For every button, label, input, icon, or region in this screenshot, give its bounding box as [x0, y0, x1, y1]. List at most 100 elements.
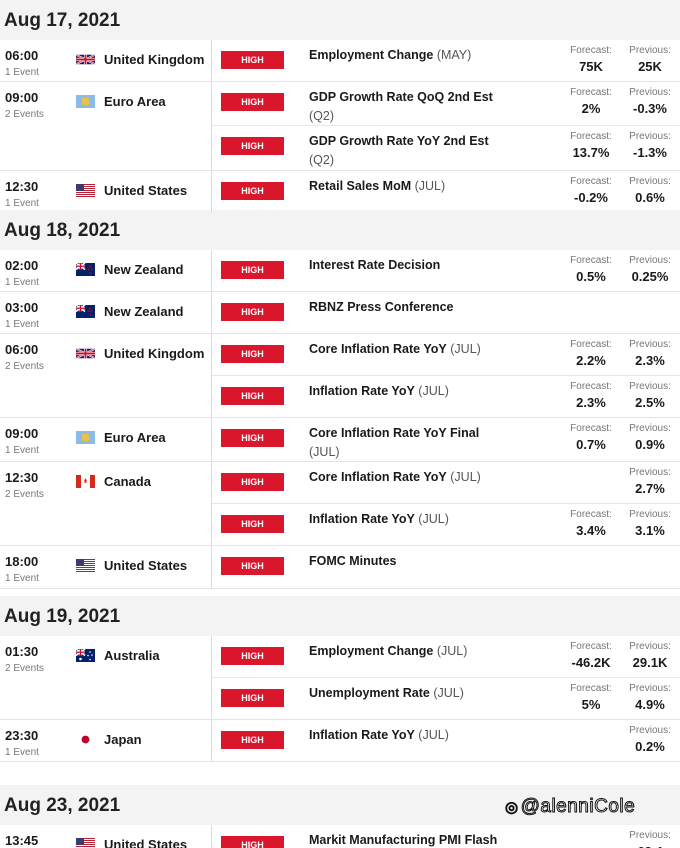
event-title[interactable]: RBNZ Press Conference — [309, 298, 499, 317]
event-row[interactable]: HIGH Inflation Rate YoY (JUL) Forecast: 2.3… — [212, 376, 680, 417]
event-title[interactable]: GDP Growth Rate YoY 2nd Est (Q2) — [309, 132, 499, 170]
event-time: 12:30 — [5, 470, 39, 485]
event-name[interactable]: Employment Change — [309, 644, 434, 658]
event-period: (Q2) — [309, 153, 334, 167]
event-row[interactable]: HIGH RBNZ Press Conference — [212, 292, 680, 333]
event-period: (JUL) — [450, 342, 481, 356]
previous-value: -0.3% — [633, 101, 667, 116]
event-name[interactable]: Retail Sales MoM — [309, 179, 412, 193]
event-name[interactable]: Markit Manufacturing PMI Flash — [309, 833, 498, 847]
event-row[interactable]: HIGH Core Inflation Rate YoY (JUL) Previou… — [212, 462, 680, 504]
previous-value: 2.5% — [635, 395, 665, 410]
event-time: 09:00 — [5, 90, 39, 105]
event-group: 09:00 2 Events Euro Area HIGH GDP Growth Rat… — [0, 82, 680, 171]
event-name[interactable]: Core Inflation Rate YoY Final — [309, 426, 480, 440]
importance-badge: HIGH — [221, 473, 284, 491]
event-title[interactable]: GDP Growth Rate QoQ 2nd Est (Q2) — [309, 88, 499, 126]
event-name[interactable]: Employment Change — [309, 48, 434, 62]
event-time: 06:00 — [5, 342, 39, 357]
forecast-label: Forecast: — [570, 176, 612, 187]
event-list: HIGH GDP Growth Rate QoQ 2nd Est (Q2) Fore… — [212, 82, 680, 170]
country-name[interactable]: Japan — [104, 732, 142, 747]
event-count: 2 Events — [5, 663, 44, 674]
event-name[interactable]: Inflation Rate YoY — [309, 512, 415, 526]
event-title[interactable]: FOMC Minutes — [309, 552, 499, 571]
previous-cell: Previous: 25K — [620, 44, 680, 76]
previous-cell: Previous: 29.1K — [620, 640, 680, 672]
country-name[interactable]: New Zealand — [104, 304, 184, 319]
event-title[interactable]: Core Inflation Rate YoY Final (JUL) — [309, 424, 499, 462]
group-info: 06:00 1 Event United Kingdom — [0, 40, 212, 81]
forecast-cell: Forecast: 3.4% — [560, 508, 622, 540]
event-name[interactable]: RBNZ Press Conference — [309, 300, 454, 314]
event-row[interactable]: HIGH Unemployment Rate (JUL) Forecast: 5% Pr… — [212, 678, 680, 719]
country-name[interactable]: New Zealand — [104, 262, 184, 277]
event-list: HIGH RBNZ Press Conference — [212, 292, 680, 333]
day-section: Aug 17, 2021 06:00 1 Event United Kingdom HI… — [0, 0, 680, 214]
country-name[interactable]: Canada — [104, 474, 151, 489]
day-section: Aug 19, 2021 01:30 2 Events Australia HIGH Em… — [0, 596, 680, 785]
event-row[interactable]: HIGH Retail Sales MoM (JUL) Forecast: -0.2%… — [212, 171, 680, 213]
previous-cell: Previous: 0.6% — [620, 175, 680, 207]
event-title[interactable]: Markit Manufacturing PMI Flash (AUG) — [309, 831, 499, 848]
event-name[interactable]: Inflation Rate YoY — [309, 384, 415, 398]
country-name[interactable]: United States — [104, 558, 188, 573]
forecast-label: Forecast: — [570, 641, 612, 652]
event-name[interactable]: Unemployment Rate — [309, 686, 430, 700]
group-info: 12:30 2 Events Canada — [0, 462, 212, 545]
country-name[interactable]: Euro Area — [104, 94, 166, 109]
event-count: 1 Event — [5, 747, 39, 758]
event-title[interactable]: Employment Change (MAY) — [309, 46, 499, 65]
importance-badge: HIGH — [221, 647, 284, 665]
event-count: 1 Event — [5, 573, 39, 584]
event-title[interactable]: Interest Rate Decision — [309, 256, 499, 275]
event-row[interactable]: HIGH Core Inflation Rate YoY Final (JUL) F… — [212, 418, 680, 461]
event-title[interactable]: Inflation Rate YoY (JUL) — [309, 726, 499, 745]
event-name[interactable]: Core Inflation Rate YoY — [309, 342, 447, 356]
event-title[interactable]: Core Inflation Rate YoY (JUL) — [309, 340, 499, 359]
forecast-value: 0.5% — [576, 269, 606, 284]
event-name[interactable]: Interest Rate Decision — [309, 258, 441, 272]
previous-cell: Previous: -1.3% — [620, 130, 680, 162]
event-name[interactable]: GDP Growth Rate YoY 2nd Est — [309, 134, 489, 148]
country-name[interactable]: United States — [104, 183, 188, 198]
event-row[interactable]: HIGH Employment Change (JUL) Forecast: -46.… — [212, 636, 680, 678]
event-name[interactable]: FOMC Minutes — [309, 554, 397, 568]
previous-value: 0.9% — [635, 437, 665, 452]
country-name[interactable]: United Kingdom — [104, 52, 205, 67]
group-info: 01:30 2 Events Australia — [0, 636, 212, 719]
event-time: 18:00 — [5, 554, 39, 569]
event-title[interactable]: Unemployment Rate (JUL) — [309, 684, 499, 703]
event-title[interactable]: Inflation Rate YoY (JUL) — [309, 382, 499, 401]
previous-label: Previous: — [629, 467, 671, 478]
country-name[interactable]: United Kingdom — [104, 346, 205, 361]
previous-value: -1.3% — [633, 145, 667, 160]
event-row[interactable]: HIGH Interest Rate Decision Forecast: 0.5% P… — [212, 250, 680, 291]
event-count: 2 Events — [5, 109, 44, 120]
event-row[interactable]: HIGH GDP Growth Rate QoQ 2nd Est (Q2) Fore… — [212, 82, 680, 126]
previous-value: 4.9% — [635, 697, 665, 712]
event-row[interactable]: HIGH Inflation Rate YoY (JUL) Previous: 0.2… — [212, 720, 680, 761]
importance-badge: HIGH — [221, 182, 284, 200]
country-name[interactable]: United States — [104, 837, 188, 848]
previous-cell: Previous: 3.1% — [620, 508, 680, 540]
country-name[interactable]: Australia — [104, 648, 160, 663]
event-row[interactable]: HIGH Inflation Rate YoY (JUL) Forecast: 3.4… — [212, 504, 680, 545]
event-title[interactable]: Employment Change (JUL) — [309, 642, 499, 661]
event-name[interactable]: GDP Growth Rate QoQ 2nd Est — [309, 90, 493, 104]
event-title[interactable]: Retail Sales MoM (JUL) — [309, 177, 499, 196]
event-row[interactable]: HIGH Employment Change (MAY) Forecast: 75K P… — [212, 40, 680, 81]
event-group: 12:30 2 Events Canada HIGH Core Inflation Ra… — [0, 462, 680, 546]
event-row[interactable]: HIGH Markit Manufacturing PMI Flash (AUG)… — [212, 825, 680, 848]
event-name[interactable]: Inflation Rate YoY — [309, 728, 415, 742]
importance-badge: HIGH — [221, 345, 284, 363]
event-title[interactable]: Inflation Rate YoY (JUL) — [309, 510, 499, 529]
event-row[interactable]: HIGH GDP Growth Rate YoY 2nd Est (Q2) Fore… — [212, 126, 680, 170]
country-name[interactable]: Euro Area — [104, 430, 166, 445]
event-title[interactable]: Core Inflation Rate YoY (JUL) — [309, 468, 499, 487]
event-row[interactable]: HIGH FOMC Minutes — [212, 546, 680, 588]
event-row[interactable]: HIGH Core Inflation Rate YoY (JUL) Forecas… — [212, 334, 680, 376]
event-period: (JUL) — [418, 728, 449, 742]
event-period: (JUL) — [418, 512, 449, 526]
event-name[interactable]: Core Inflation Rate YoY — [309, 470, 447, 484]
